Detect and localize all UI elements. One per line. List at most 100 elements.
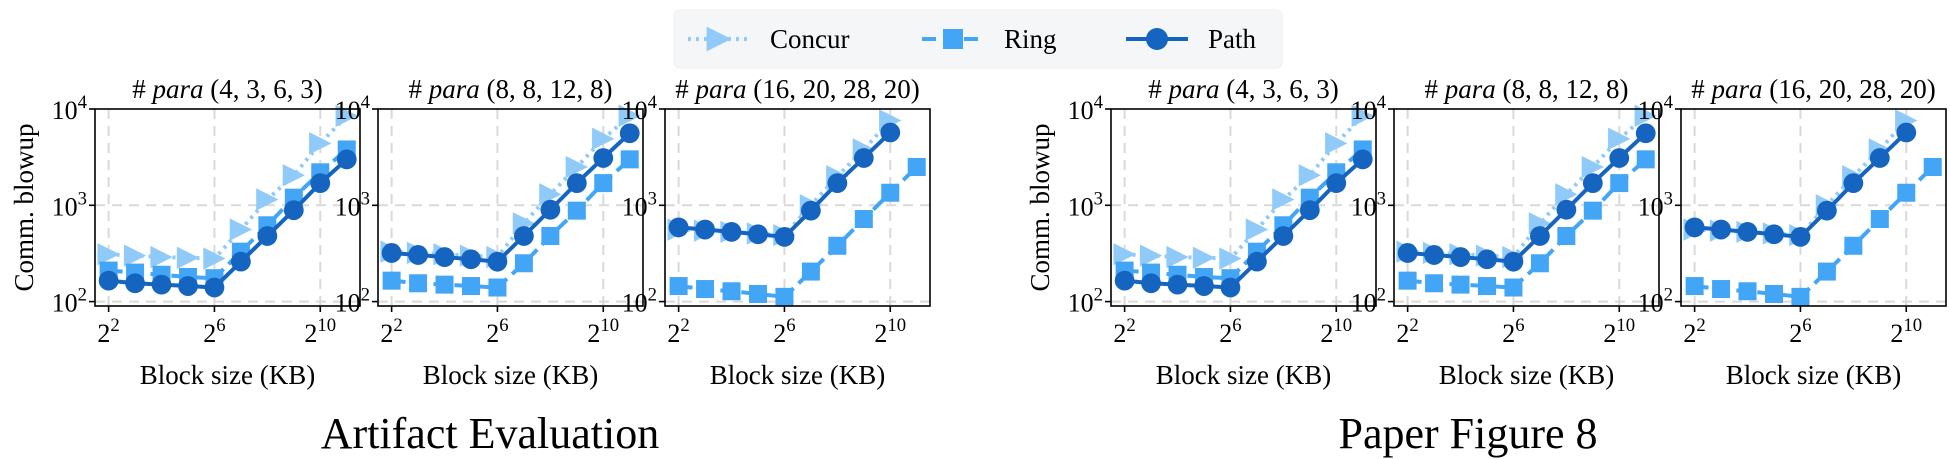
y-tick-label: 103 — [335, 188, 370, 221]
y-tick-label: 103 — [622, 188, 657, 221]
series-line — [108, 114, 349, 261]
data-point — [513, 226, 534, 246]
x-tick-label: 210 — [1320, 315, 1352, 348]
data-point — [1139, 244, 1163, 267]
data-point — [178, 276, 198, 296]
data-point — [1272, 188, 1295, 211]
data-point — [1114, 270, 1135, 291]
data-point — [1790, 226, 1811, 247]
x-tick-label: 210 — [587, 315, 619, 348]
series-line — [108, 147, 349, 281]
data-point — [827, 173, 848, 194]
data-point — [203, 247, 226, 270]
panel-title: # para (16, 20, 28, 20) — [675, 74, 920, 104]
series-line — [108, 157, 349, 290]
series-line — [391, 131, 632, 264]
data-point — [409, 274, 428, 293]
data-point — [229, 218, 253, 241]
data-point — [1397, 243, 1418, 263]
data-point — [1581, 155, 1604, 179]
data-point — [488, 278, 507, 297]
data-point — [1299, 200, 1320, 221]
data-point — [461, 277, 480, 296]
legend-entry-ring: Ring — [922, 24, 1057, 54]
legend: Concur Ring Path — [673, 9, 1283, 69]
series-line — [1124, 157, 1365, 290]
legend-marker — [943, 29, 963, 49]
data-point — [1816, 200, 1837, 221]
data-point — [669, 277, 688, 296]
series-ring — [669, 157, 926, 306]
series-line — [1124, 114, 1365, 261]
y-tick-label: 104 — [1068, 92, 1104, 125]
data-point — [150, 245, 173, 269]
data-point — [1608, 127, 1631, 150]
data-point — [1738, 282, 1757, 301]
data-point — [487, 251, 508, 272]
y-axis-label: Comm. blowup — [9, 123, 39, 291]
data-point — [1298, 164, 1321, 187]
data-point — [853, 148, 874, 168]
data-point — [1555, 183, 1578, 206]
data-point — [1246, 251, 1267, 272]
x-tick-label: 210 — [1603, 315, 1635, 348]
data-point — [1817, 262, 1836, 281]
panel-title: # para (8, 8, 12, 8) — [409, 74, 613, 104]
series-path — [381, 123, 640, 272]
series-line — [678, 165, 919, 299]
data-point — [695, 219, 715, 240]
data-point — [1352, 149, 1373, 170]
x-tick-label: 26 — [1789, 315, 1811, 348]
data-point — [774, 226, 795, 247]
x-tick-label: 26 — [773, 315, 795, 348]
axes-frame — [1680, 108, 1947, 307]
panel-title: # para (4, 3, 6, 3) — [1148, 74, 1339, 104]
data-point — [435, 275, 454, 294]
axes-frame — [94, 108, 361, 307]
data-point — [1764, 284, 1783, 303]
data-point — [382, 271, 401, 290]
data-point — [567, 201, 586, 220]
data-point — [1843, 173, 1864, 194]
data-point — [310, 173, 331, 194]
data-point — [98, 270, 119, 291]
data-point — [620, 150, 639, 169]
data-point — [408, 245, 428, 265]
data-point — [1582, 173, 1603, 194]
legend-label: Ring — [1004, 24, 1057, 54]
data-point — [514, 254, 533, 273]
data-point — [1245, 218, 1269, 241]
y-tick-label: 104 — [1638, 92, 1674, 125]
x-tick-label: 26 — [1219, 315, 1241, 348]
legend-label: Concur — [770, 24, 849, 54]
data-point — [309, 132, 332, 155]
x-axis-label: Block size (KB) — [1156, 360, 1331, 390]
series-concur — [1113, 104, 1374, 270]
data-point — [1583, 201, 1602, 220]
y-tick-label: 102 — [622, 285, 657, 318]
data-point — [282, 164, 305, 187]
data-point — [1477, 277, 1496, 296]
data-point — [1398, 271, 1417, 290]
data-point — [748, 284, 767, 303]
series-line — [1694, 165, 1935, 299]
series-ring — [1398, 150, 1655, 297]
x-tick-label: 26 — [486, 315, 508, 348]
data-point — [256, 188, 279, 211]
data-point — [1425, 274, 1444, 293]
data-point — [881, 183, 900, 202]
panel-6: 22 26 210 102 103 104 Block size (KB) # para (1… — [1638, 74, 1947, 390]
x-tick-label: 210 — [1890, 315, 1922, 348]
data-point — [1192, 246, 1216, 269]
data-point — [1711, 219, 1731, 240]
data-point — [336, 149, 357, 170]
legend-entry-path: Path — [1126, 24, 1257, 54]
panel-3: 22 26 210 102 103 104 Block size (KB) # para (1… — [622, 74, 931, 390]
x-tick-label: 26 — [203, 315, 225, 348]
data-point — [1737, 221, 1758, 242]
data-point — [721, 221, 742, 242]
data-point — [1764, 224, 1784, 245]
data-point — [151, 274, 172, 295]
axes-frame — [1393, 108, 1660, 307]
series-path — [98, 149, 357, 298]
